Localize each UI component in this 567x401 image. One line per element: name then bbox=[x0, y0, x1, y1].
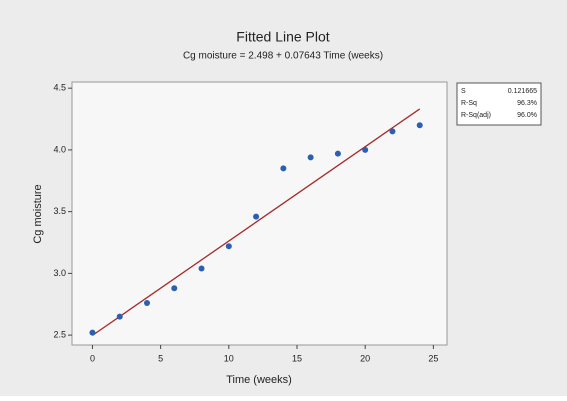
stat-name: S bbox=[461, 88, 466, 95]
stat-name: R-Sq bbox=[461, 100, 477, 107]
point bbox=[362, 146, 369, 153]
x-tick-label: 5 bbox=[158, 353, 163, 363]
point bbox=[253, 213, 260, 220]
point bbox=[116, 313, 123, 320]
y-axis-label: Cg moisture bbox=[32, 184, 44, 243]
stats-box bbox=[456, 82, 542, 126]
plot-area bbox=[71, 81, 448, 346]
stat-value: 0.121665 bbox=[508, 88, 537, 95]
y-tick-label: 4.5 bbox=[53, 83, 66, 93]
stat-name: R-Sq(adj) bbox=[461, 112, 491, 119]
point bbox=[144, 300, 150, 307]
stat-value: 96.3% bbox=[517, 100, 537, 107]
point bbox=[334, 150, 341, 157]
x-axis-label: Time (weeks) bbox=[226, 374, 292, 386]
y-tick-label: 2.5 bbox=[53, 329, 66, 339]
chart-title: Fitted Line Plot bbox=[236, 29, 329, 45]
y-tick-label: 3.5 bbox=[53, 206, 66, 216]
x-tick-label: 10 bbox=[224, 353, 234, 363]
point bbox=[198, 265, 205, 272]
point bbox=[225, 243, 232, 250]
point bbox=[416, 122, 423, 129]
x-tick-label: 25 bbox=[428, 353, 438, 363]
point bbox=[280, 165, 287, 172]
point bbox=[307, 154, 314, 161]
point bbox=[89, 329, 96, 336]
x-tick-label: 15 bbox=[292, 353, 302, 363]
y-tick-label: 3.0 bbox=[53, 268, 66, 278]
x-tick-label: 20 bbox=[360, 353, 370, 363]
x-tick-label: 0 bbox=[90, 353, 95, 363]
chart-subtitle: Cg moisture = 2.498 + 0.07643 Time (week… bbox=[183, 51, 383, 62]
y-tick-label: 4.0 bbox=[53, 144, 66, 154]
fit-line bbox=[92, 108, 421, 336]
stat-value: 96.0% bbox=[517, 112, 537, 119]
point bbox=[389, 128, 396, 135]
point bbox=[171, 285, 178, 292]
